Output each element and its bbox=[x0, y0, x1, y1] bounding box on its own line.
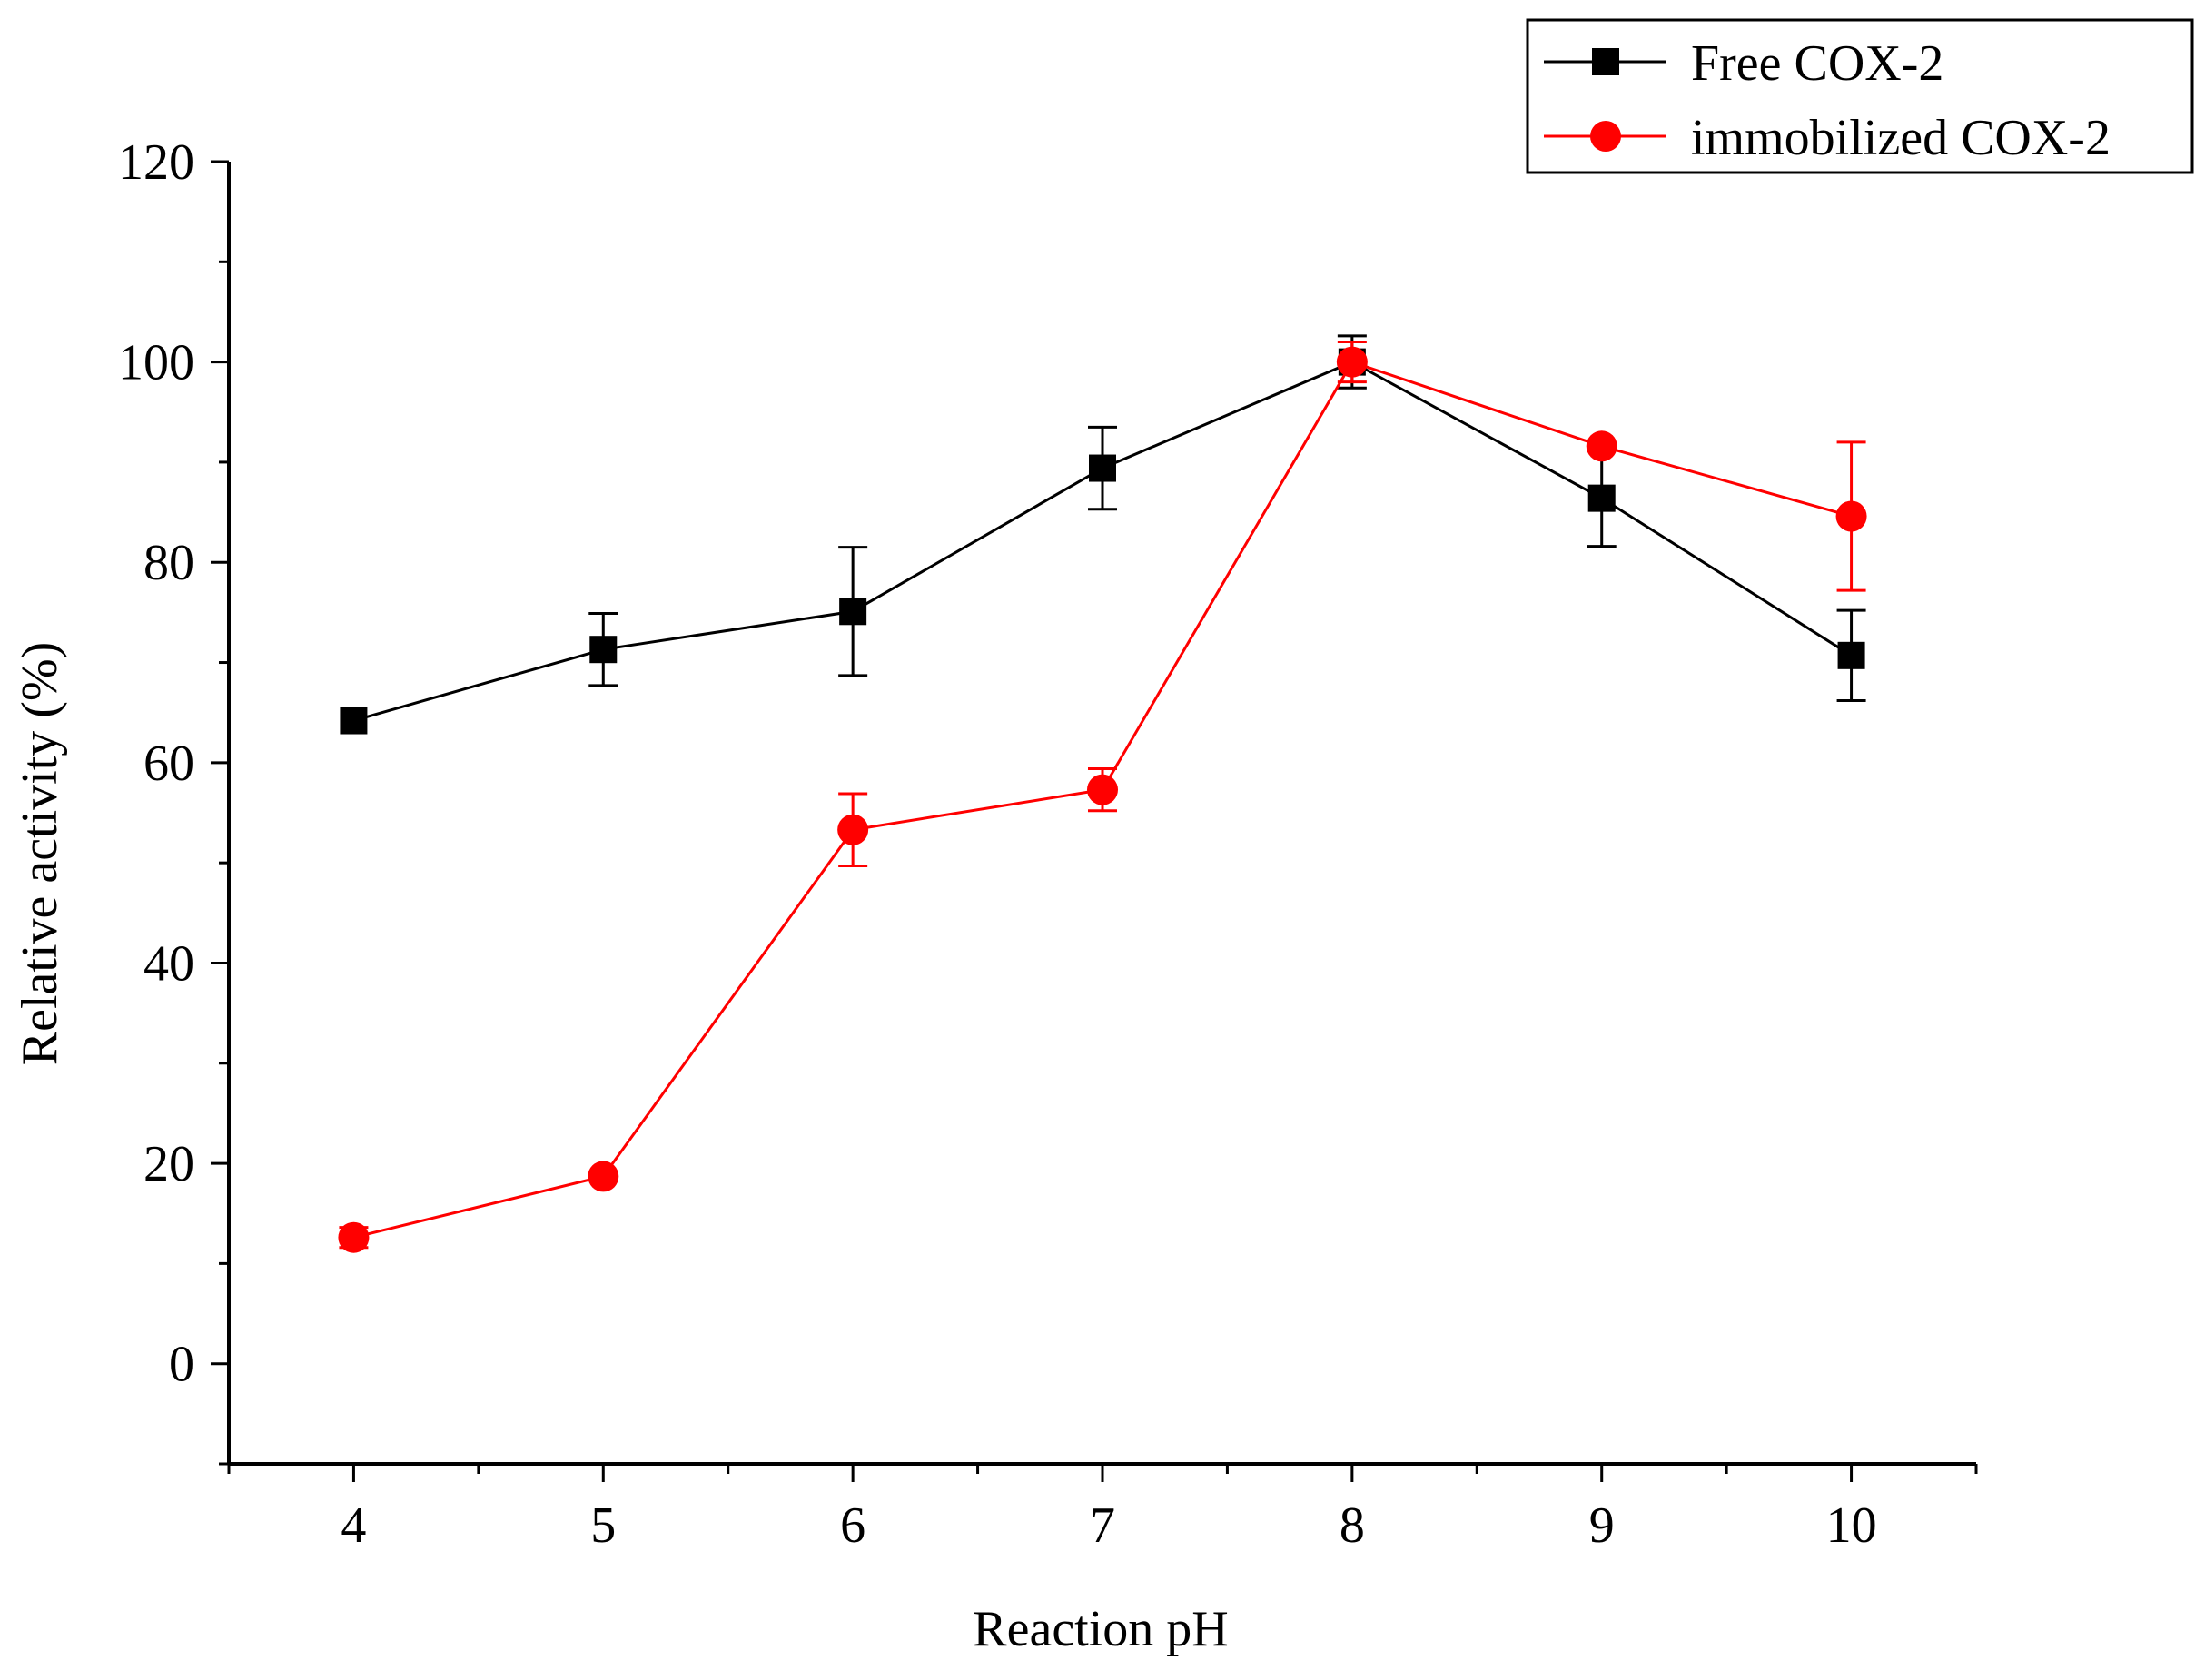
y-tick-label: 120 bbox=[118, 134, 194, 191]
data-point-square bbox=[1587, 484, 1616, 512]
data-point-square bbox=[839, 598, 867, 626]
x-tick-label: 6 bbox=[840, 1497, 865, 1554]
legend-box bbox=[1526, 18, 2194, 174]
legend-label-free: Free COX-2 bbox=[1691, 35, 1943, 92]
data-point-square bbox=[1837, 641, 1865, 669]
y-tick-label: 0 bbox=[169, 1337, 194, 1393]
y-tick-label: 100 bbox=[118, 335, 194, 391]
y-tick-label: 60 bbox=[143, 736, 194, 792]
legend-marker-free bbox=[1592, 48, 1619, 75]
x-tick-label: 9 bbox=[1589, 1497, 1615, 1554]
data-point-circle bbox=[338, 1221, 370, 1253]
series-immobilized-cox2 bbox=[338, 341, 1867, 1253]
legend-marker-immobilized bbox=[1590, 121, 1621, 152]
data-point-square bbox=[589, 636, 618, 664]
data-point-square bbox=[340, 707, 368, 735]
x-tick-label: 8 bbox=[1340, 1497, 1365, 1554]
x-tick-label: 5 bbox=[590, 1497, 616, 1554]
series-line bbox=[353, 360, 1853, 722]
data-point-square bbox=[1089, 454, 1116, 482]
data-point-circle bbox=[1336, 346, 1368, 378]
series-free-cox2 bbox=[340, 334, 1866, 735]
x-tick-label: 4 bbox=[341, 1497, 366, 1554]
legend-entry-free: Free COX-2 bbox=[1544, 35, 1943, 92]
axes bbox=[227, 162, 1976, 1466]
legend-entry-immobilized: immobilized COX-2 bbox=[1544, 110, 2111, 166]
legend: Free COX-2 immobilized COX-2 bbox=[1526, 18, 2194, 174]
x-tick-label: 10 bbox=[1826, 1497, 1877, 1554]
series-layer bbox=[338, 334, 1867, 1253]
ticks: 0 20 40 60 80 100 120 4 5 6 7 8 9 10 bbox=[118, 134, 1978, 1554]
data-point-circle bbox=[588, 1161, 619, 1192]
y-tick-label: 20 bbox=[143, 1136, 194, 1192]
y-tick-label: 40 bbox=[143, 935, 194, 992]
y-tick-label: 80 bbox=[143, 535, 194, 591]
y-axis-label: Relative activity (%) bbox=[12, 642, 68, 1065]
data-point-circle bbox=[1835, 500, 1867, 532]
data-point-circle bbox=[1586, 430, 1617, 462]
x-tick-label: 7 bbox=[1090, 1497, 1115, 1554]
x-axis-label: Reaction pH bbox=[973, 1601, 1228, 1657]
data-point-circle bbox=[1087, 774, 1118, 805]
data-point-circle bbox=[837, 814, 869, 845]
legend-label-immobilized: immobilized COX-2 bbox=[1691, 110, 2111, 166]
